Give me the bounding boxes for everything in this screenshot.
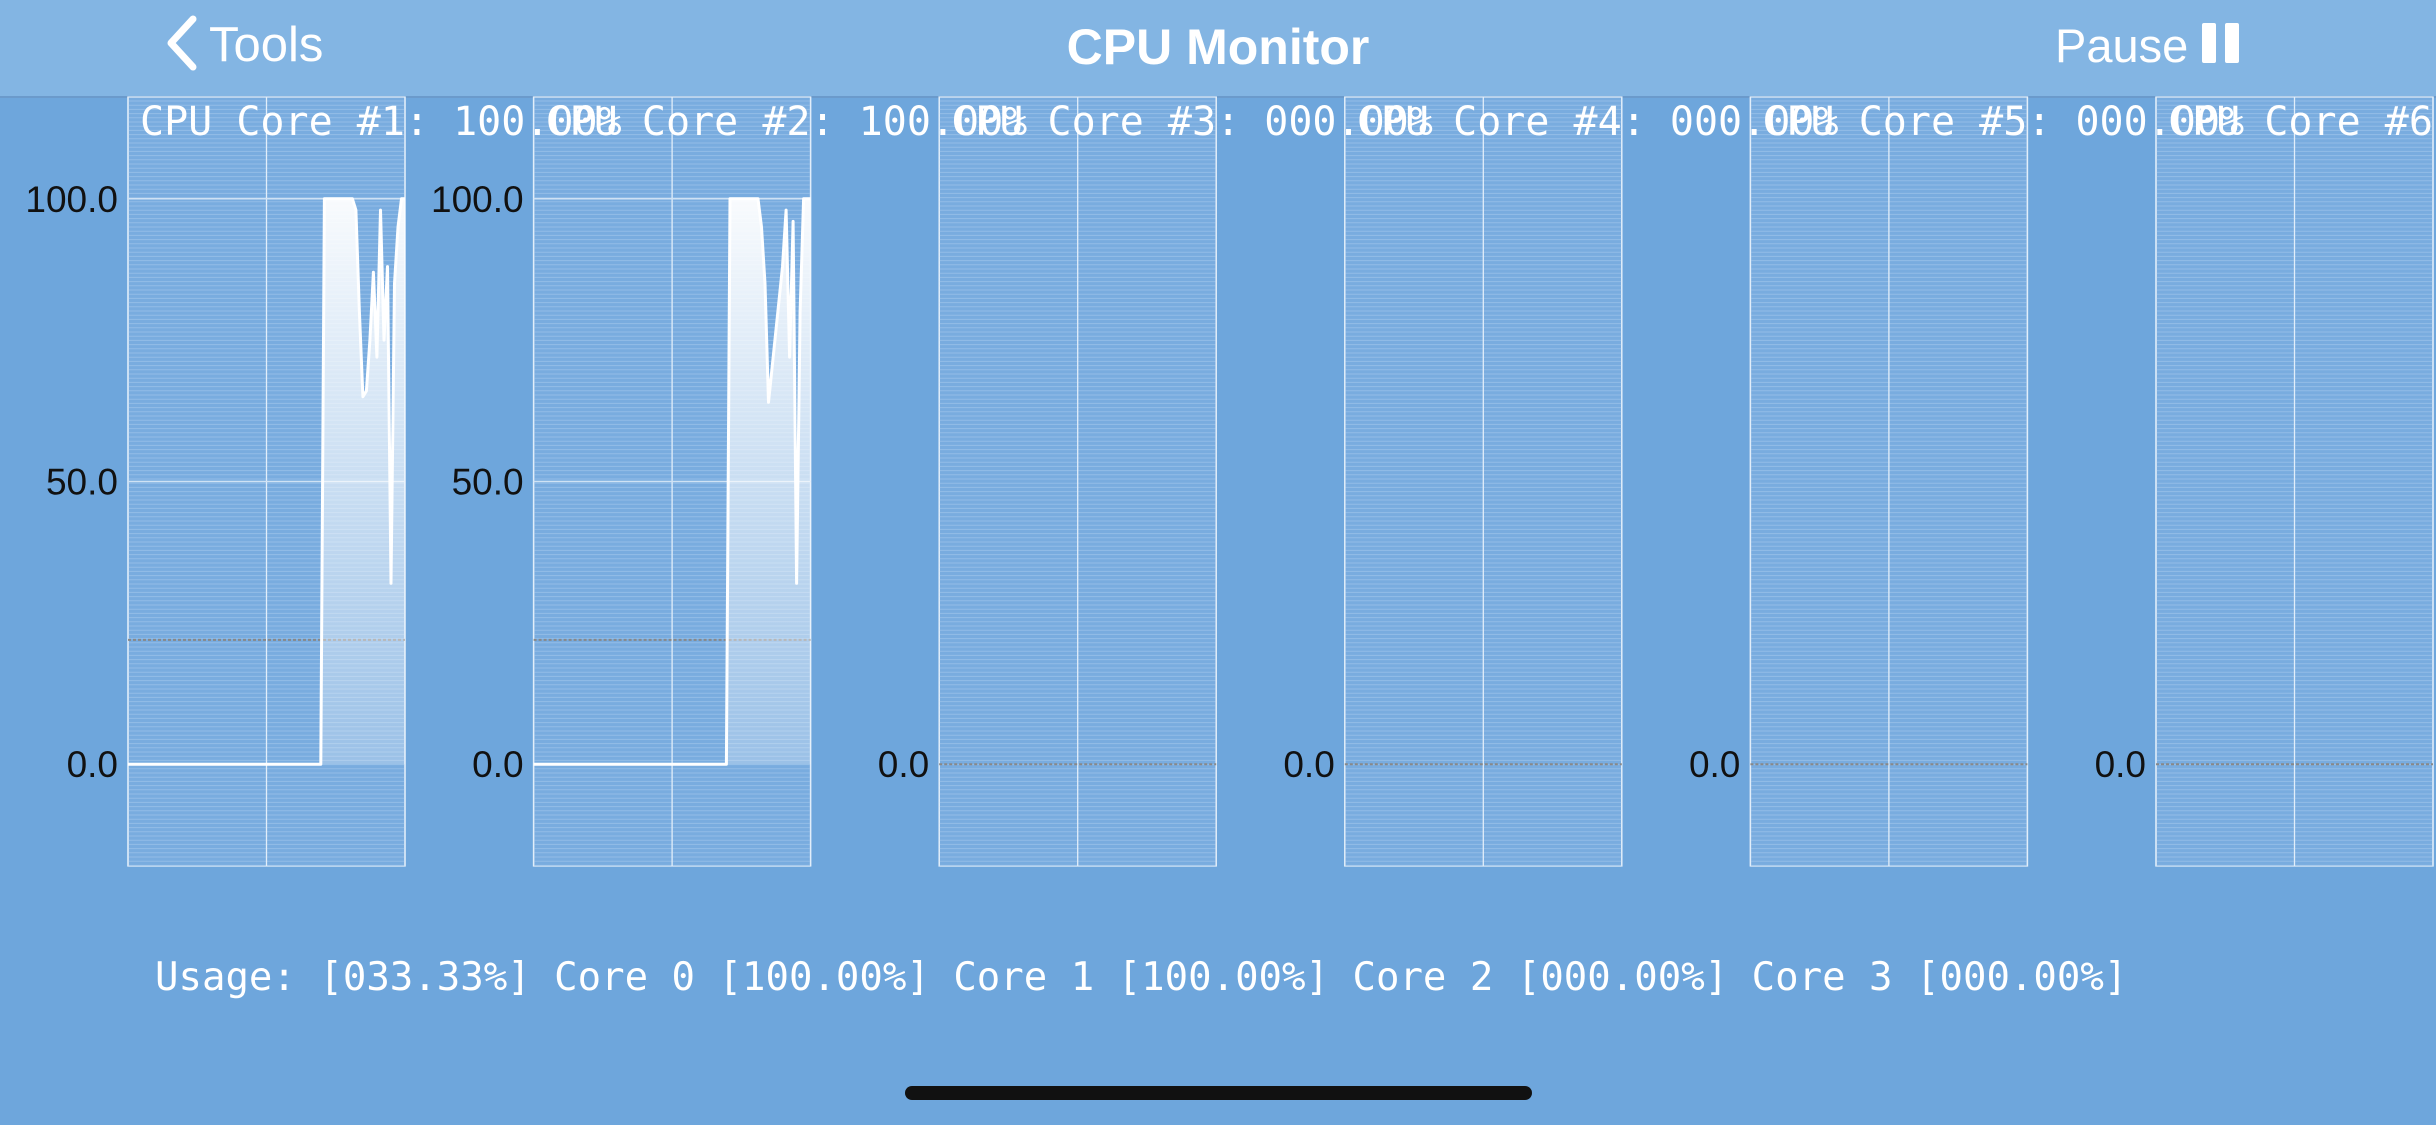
- core-chart-2: 0.0 50.0 100.0: [431, 96, 812, 867]
- core-title-label: CPU Core #3: 000.00%: [951, 99, 1433, 145]
- core-chart-4: 0.0: [1283, 96, 1623, 867]
- usage-summary: Usage: [033.33%] Core 0 [100.00%] Core 1…: [155, 955, 2128, 1000]
- core-chart-5: 0.0: [1689, 96, 2029, 867]
- pause-button[interactable]: Pause: [2055, 14, 2242, 76]
- usage-area: [726, 198, 811, 765]
- home-indicator[interactable]: [905, 1086, 1532, 1100]
- y-tick-label: 50.0: [46, 462, 118, 503]
- y-tick-label: 0.0: [878, 744, 929, 785]
- back-button[interactable]: Tools: [165, 14, 323, 76]
- y-tick-label: 0.0: [2095, 744, 2146, 785]
- pause-icon: [2200, 21, 2242, 70]
- y-tick-label: 100.0: [25, 179, 118, 220]
- usage-line: [533, 197, 811, 766]
- core-chart-1: 0.0 50.0 100.0: [25, 96, 406, 867]
- back-button-label: Tools: [209, 18, 324, 72]
- core-chart-6: 0.0: [2095, 96, 2434, 867]
- pause-button-label: Pause: [2055, 18, 2189, 72]
- y-tick-label: 0.0: [472, 744, 523, 785]
- core-title-label: CPU Core #2: 100.00%: [546, 99, 1028, 145]
- y-tick-label: 0.0: [1283, 744, 1334, 785]
- y-tick-label: 0.0: [67, 744, 118, 785]
- chevron-left-icon: [165, 15, 199, 76]
- y-tick-label: 100.0: [431, 179, 524, 220]
- core-title-label: CPU Core #1: 100.00%: [140, 99, 622, 145]
- core-title-label: CPU Core #4: 000.00%: [1357, 99, 1839, 145]
- usage-line: [128, 197, 405, 766]
- y-tick-label: 0.0: [1689, 744, 1740, 785]
- core-chart-3: 0.0: [878, 96, 1217, 867]
- core-title-label: CPU Core #5: 000.00%: [1762, 99, 2244, 145]
- navigation-bar: Tools CPU Monitor Pause: [0, 0, 2436, 98]
- core-title-label: CPU Core #6: 000.00%: [2168, 99, 2436, 145]
- y-tick-label: 50.0: [452, 462, 524, 503]
